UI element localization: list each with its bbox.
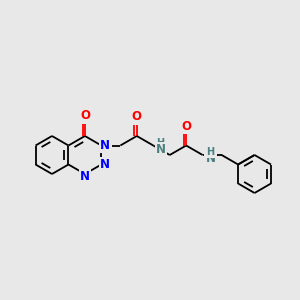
Text: O: O — [80, 110, 90, 122]
Text: H: H — [206, 147, 214, 157]
Text: N: N — [100, 139, 110, 152]
Text: N: N — [206, 152, 216, 166]
Text: N: N — [80, 170, 90, 184]
Text: N: N — [156, 143, 166, 156]
Text: O: O — [181, 120, 191, 133]
Text: N: N — [100, 158, 110, 171]
Text: O: O — [132, 110, 142, 123]
Text: H: H — [156, 137, 164, 148]
